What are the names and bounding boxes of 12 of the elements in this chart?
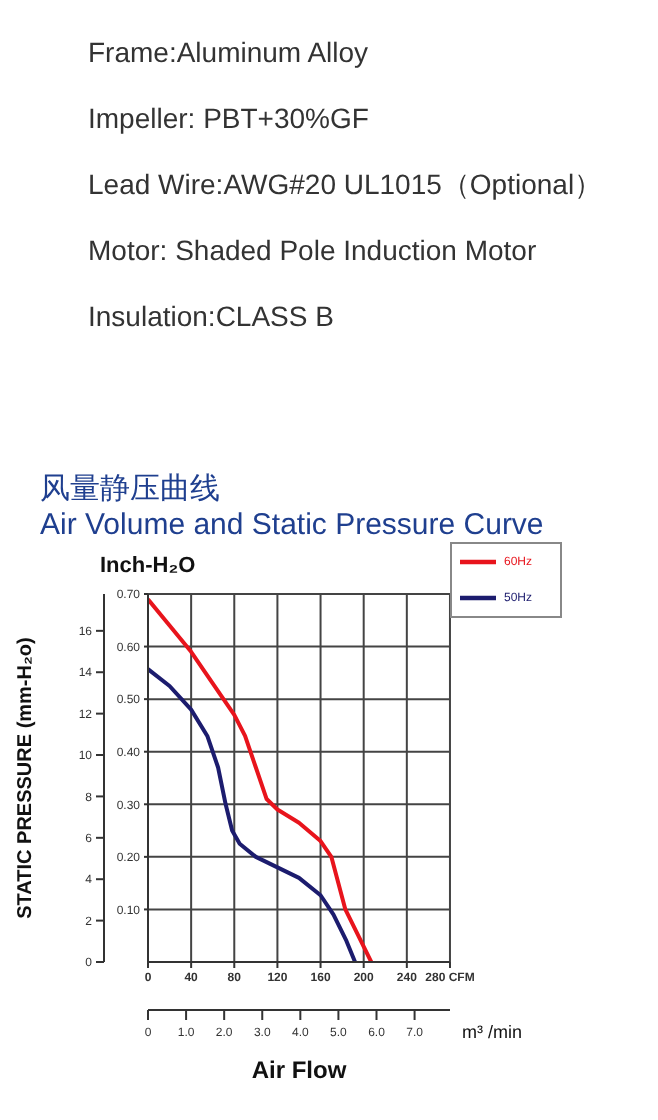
text: Impeller: PBT+30%GF — [88, 100, 371, 138]
y-axis-title: Inch-H₂O — [100, 554, 196, 578]
text: Frame:Aluminum Alloy — [88, 34, 371, 72]
chart-title: 风量静压曲线 — [40, 470, 222, 508]
line-series — [148, 667, 358, 962]
text: Insulation:CLASS B — [88, 298, 336, 336]
text: Motor: Shaded Pole Induction Motor — [88, 232, 539, 270]
x-axis-title: Air Flow — [251, 1056, 348, 1084]
y2-axis-title: STATIC PRESSURE (mm-H₂o) — [15, 637, 38, 919]
text: Lead Wire:AWG#20 UL1015（Optional） — [88, 166, 605, 204]
chart-subtitle: Air Volume and Static Pressure Curve — [40, 508, 546, 542]
x2-axis-title: m³ /min — [462, 1022, 522, 1042]
